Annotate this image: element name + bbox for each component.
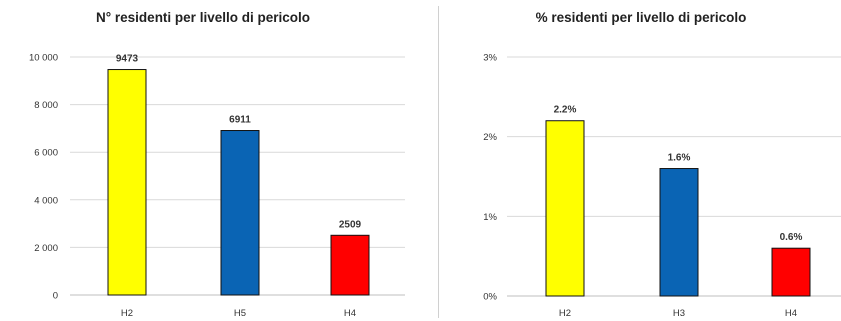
chart-title: N° residenti per livello di pericolo (96, 10, 310, 25)
x-tick-label: H2 (121, 308, 133, 319)
x-tick-label: H5 (234, 308, 246, 319)
bar-h3 (659, 168, 699, 297)
data-label: 9473 (116, 54, 139, 65)
data-label: 1.6% (668, 153, 691, 164)
y-tick-label: 3% (483, 53, 497, 64)
bar-chart-residents-count: N° residenti per livello di pericolo 0 2 0… (29, 10, 405, 319)
y-tick-label: 4 000 (34, 195, 58, 206)
y-tick-label: 2 000 (34, 243, 58, 254)
x-tick-label: H4 (344, 308, 356, 319)
data-label: 6911 (229, 115, 251, 126)
x-tick-label: H2 (559, 308, 571, 319)
chart-panel-residents-percent: % residenti per livello di pericolo 0% 1% 2… (441, 0, 841, 321)
y-tick-label: 10 000 (29, 53, 58, 64)
panel-divider (438, 6, 439, 318)
y-tick-label: 1% (483, 212, 497, 223)
chart-panel-residents-count: N° residenti per livello di pericolo 0 2 0… (0, 0, 420, 321)
bar-chart-residents-percent: % residenti per livello di pericolo 0% 1% 2… (483, 10, 841, 319)
y-tick-label: 0% (483, 292, 497, 303)
data-label: 2509 (339, 219, 362, 230)
bar-h2 (107, 69, 147, 296)
y-tick-label: 6 000 (34, 148, 58, 159)
bar-h3 (220, 130, 260, 296)
bar-h4 (771, 247, 811, 297)
y-tick-label: 0 (53, 291, 58, 302)
y-tick-label: 8 000 (34, 100, 58, 111)
data-label: 0.6% (780, 232, 803, 243)
chart-title: % residenti per livello di pericolo (536, 10, 747, 25)
bar-h4 (330, 234, 370, 296)
bar-h2 (545, 120, 585, 297)
data-label: 2.2% (554, 105, 577, 116)
x-tick-label: H4 (785, 308, 797, 319)
x-tick-label: H3 (673, 308, 685, 319)
y-tick-label: 2% (483, 132, 497, 143)
